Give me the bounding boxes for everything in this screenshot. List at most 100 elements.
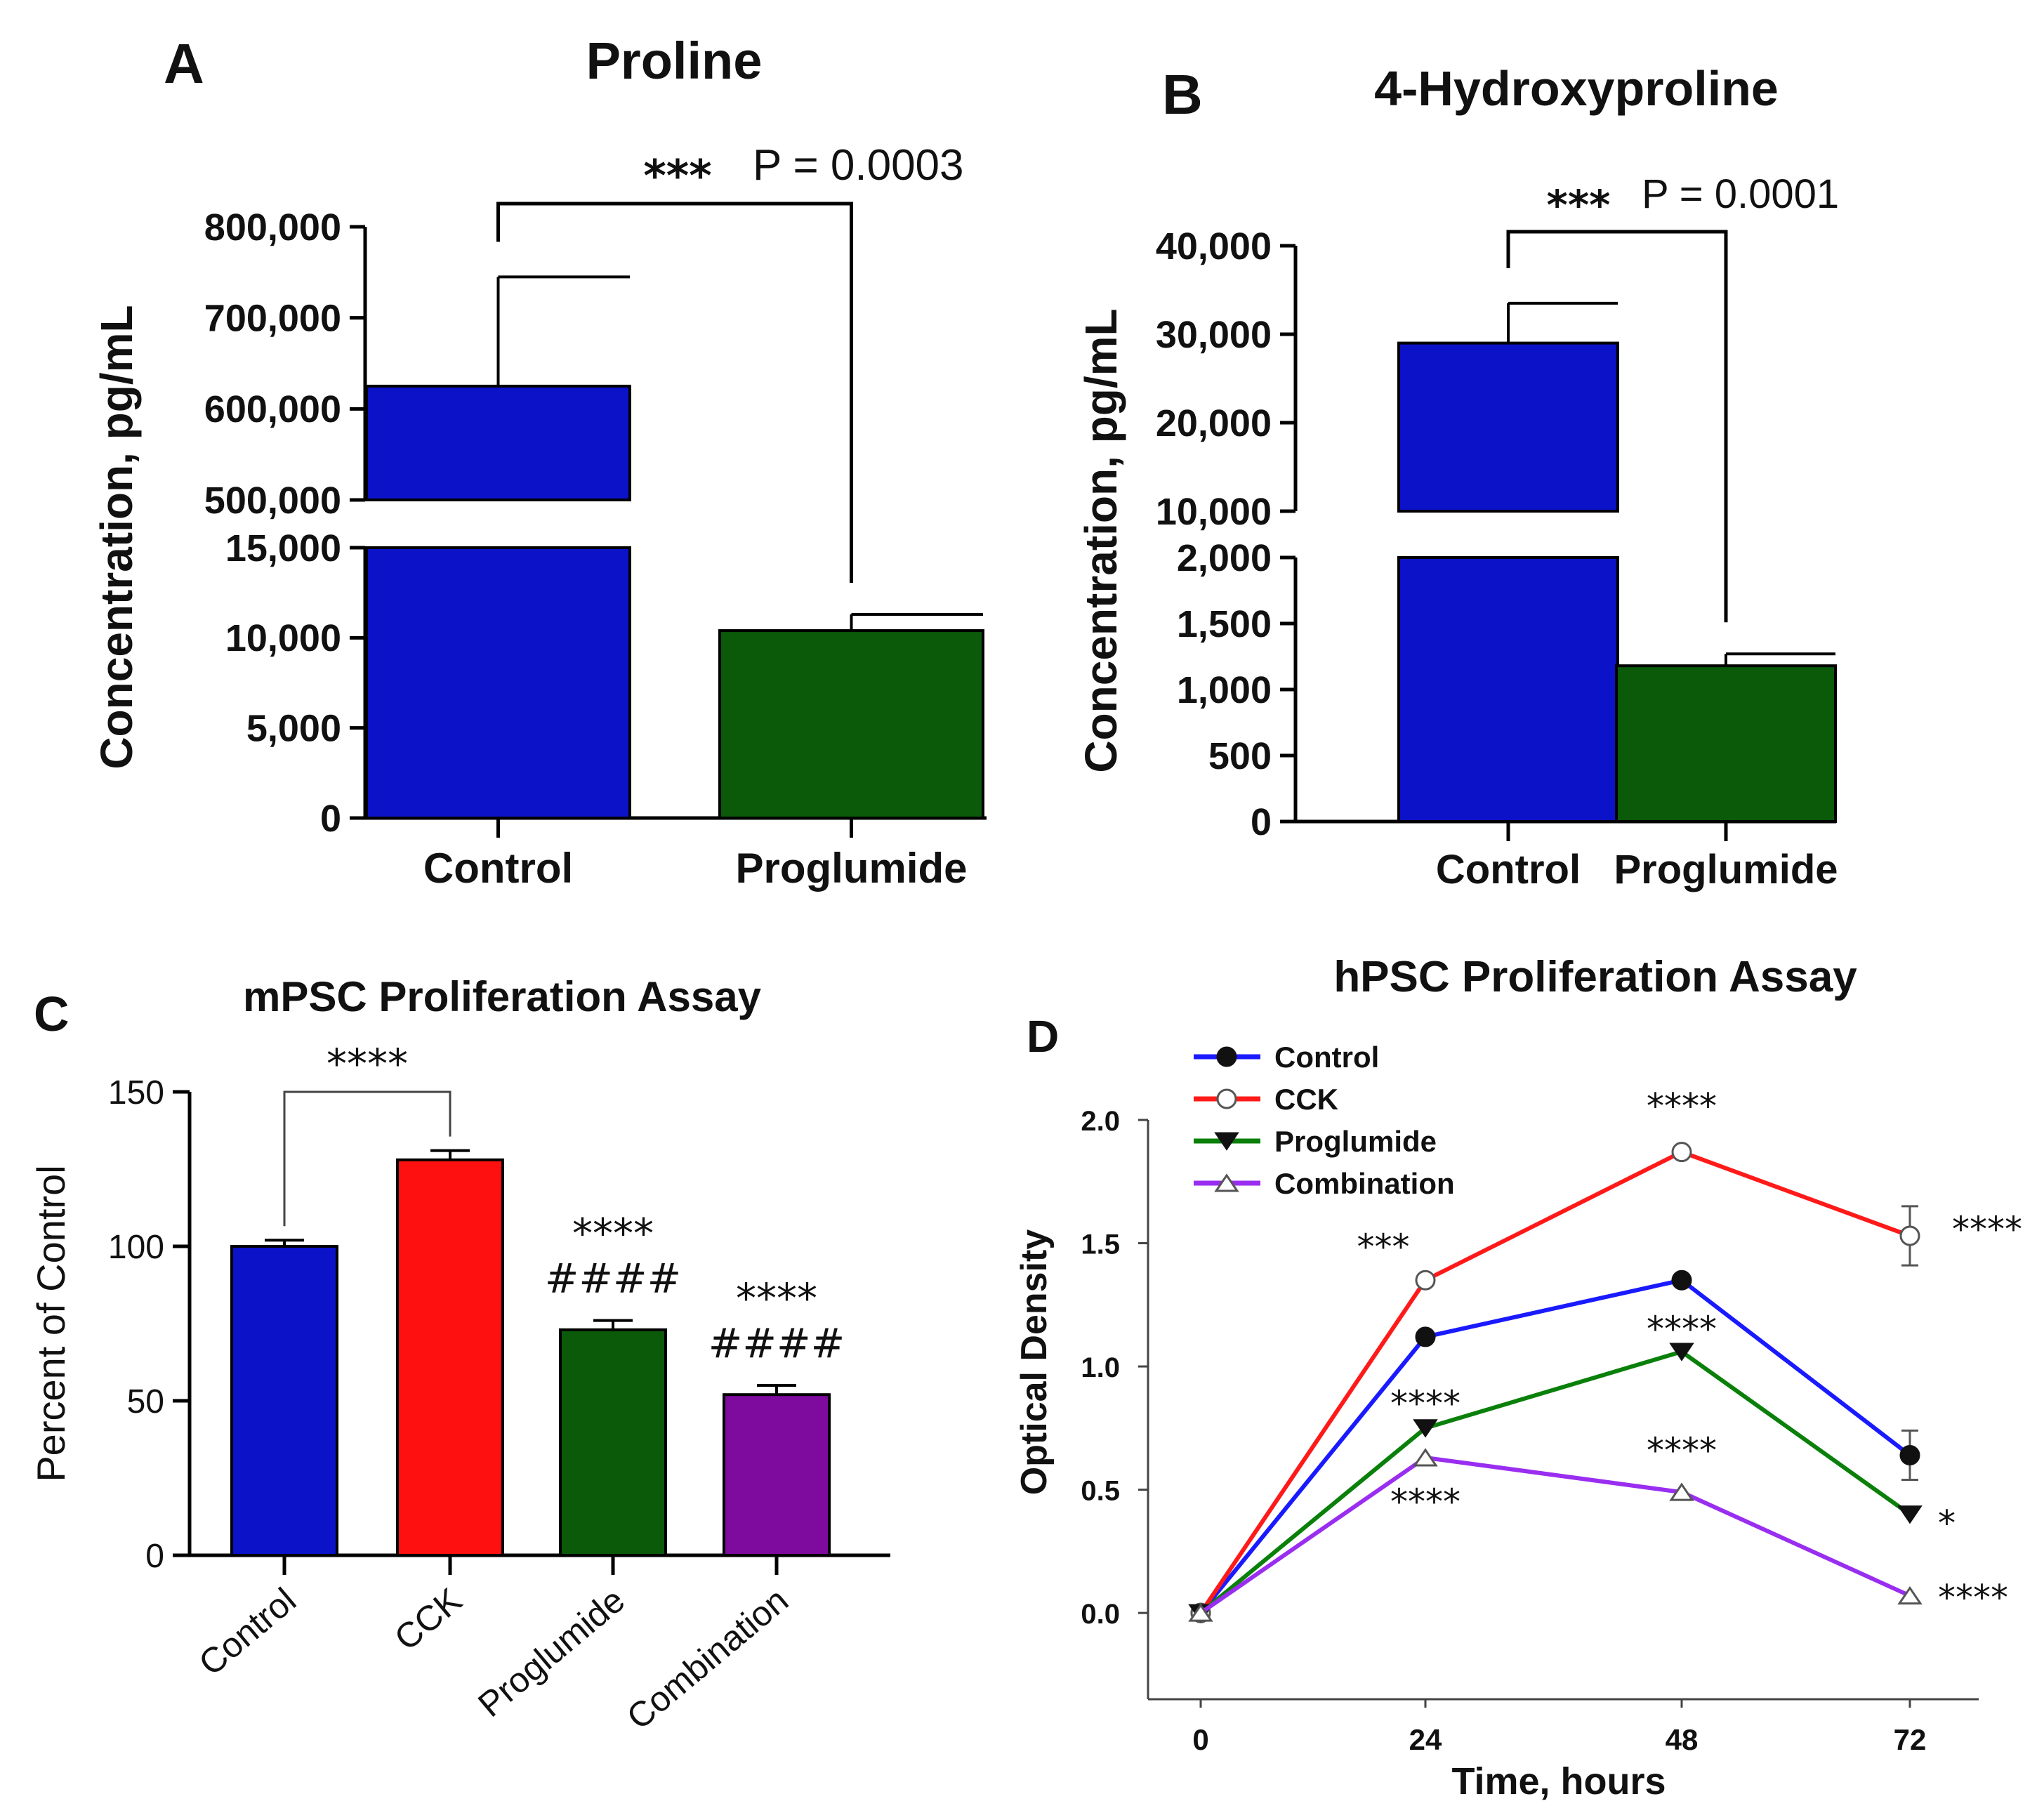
- y-tick-label: 600,000: [204, 388, 341, 430]
- x-tick-label: Control: [423, 845, 573, 892]
- legend-marker-cck: [1216, 1088, 1237, 1109]
- series-line-combination: [1199, 1455, 1911, 1615]
- significance-label: ####: [708, 1319, 845, 1367]
- x-tick-label: Combination: [619, 1581, 796, 1737]
- significance-label: ****: [736, 1274, 817, 1322]
- y-tick-label: 50: [127, 1383, 164, 1420]
- significance-label: ****: [572, 1210, 654, 1258]
- plot-area-d: 0.00.51.01.52.00 24 48 72******* ***********…: [1081, 1041, 2022, 1756]
- y-tick-label: 500,000: [204, 480, 341, 522]
- data-point-combination: [1413, 1448, 1438, 1467]
- panel-b-hydroxyproline-chart: B 4-Hydroxyproline Concentration, pg/mL …: [1076, 61, 1839, 892]
- legend-marker-combination: [1214, 1173, 1239, 1192]
- y-tick-label: 1,500: [1177, 603, 1272, 645]
- bar-combination: [723, 1393, 831, 1557]
- bar-control-lower: [1397, 556, 1619, 823]
- data-point-control: [1899, 1444, 1920, 1465]
- y-tick-label: 1,000: [1177, 669, 1272, 711]
- y-axis-label-d: Optical Density: [1014, 1229, 1055, 1496]
- x-tick-label: CCK: [387, 1581, 469, 1659]
- legend-label-cck: CCK: [1274, 1083, 1338, 1116]
- x-tick-label: Proglumide: [735, 845, 967, 892]
- bar-control-upper: [1397, 341, 1619, 513]
- y-tick-label: 0.5: [1081, 1476, 1120, 1507]
- series-line-proglumide: [1199, 1349, 1911, 1615]
- y-tick-label: 15,000: [225, 527, 341, 569]
- panel-c-mpsc-chart: C mPSC Proliferation Assay Percent of Co…: [29, 973, 890, 1737]
- x-tick-label: Control: [192, 1581, 303, 1684]
- significance-bracket: [1506, 230, 1728, 623]
- series-line-control: [1199, 1277, 1911, 1615]
- y-axis-label-b: Concentration, pg/mL: [1076, 308, 1126, 772]
- chart-title-d: hPSC Proliferation Assay: [1333, 953, 1857, 1001]
- data-point-proglumide: [1897, 1505, 1923, 1524]
- bar-control: [230, 1245, 338, 1557]
- y-tick-label: 150: [108, 1074, 164, 1112]
- data-point-cck: [1415, 1270, 1436, 1291]
- significance-label: ####: [545, 1255, 681, 1303]
- significance-bracket: [496, 202, 853, 583]
- significance-annotation: ****: [1647, 1430, 1717, 1471]
- bar-control-upper: [365, 384, 631, 502]
- y-tick-label: 20,000: [1156, 402, 1272, 444]
- chart-title-c: mPSC Proliferation Assay: [243, 973, 762, 1020]
- y-tick-label: 500: [1208, 735, 1272, 777]
- panel-label-d: D: [1027, 1011, 1059, 1062]
- significance-annotation: ****: [1938, 1578, 2008, 1618]
- bar-proglumide: [718, 629, 984, 819]
- series-line-cck: [1199, 1149, 1911, 1614]
- x-axis-label-d: Time, hours: [1451, 1760, 1666, 1802]
- significance-stars: ****: [327, 1040, 408, 1088]
- significance-annotation: ****: [1647, 1309, 1717, 1350]
- significance-annotation: ****: [1390, 1482, 1461, 1522]
- y-tick-label: 0: [145, 1538, 164, 1575]
- y-tick-label: 10,000: [225, 617, 341, 659]
- chart-title-a: Proline: [586, 32, 763, 90]
- data-point-combination: [1897, 1585, 1923, 1605]
- y-tick-label: 30,000: [1156, 314, 1272, 356]
- data-point-proglumide: [1669, 1343, 1694, 1361]
- legend-label-combination: Combination: [1274, 1167, 1455, 1200]
- legend-label-proglumide: Proglumide: [1274, 1125, 1437, 1158]
- panel-label-a: A: [164, 32, 204, 95]
- y-tick-label: 100: [108, 1229, 164, 1266]
- data-point-proglumide: [1413, 1419, 1438, 1438]
- y-tick-label: 800,000: [204, 206, 341, 249]
- y-tick-label: 1.5: [1081, 1229, 1120, 1260]
- data-point-cck: [1899, 1225, 1920, 1246]
- y-tick-label: 0: [1251, 801, 1272, 843]
- p-value-label: P = 0.0001: [1642, 171, 1839, 217]
- significance-stars: ***: [643, 150, 711, 202]
- y-tick-label: 2.0: [1081, 1106, 1120, 1137]
- x-tick-label: 24: [1409, 1723, 1442, 1756]
- p-value-label: P = 0.0003: [753, 141, 964, 190]
- y-tick-label: 1.0: [1081, 1352, 1120, 1383]
- bar-proglumide: [559, 1328, 667, 1557]
- significance-annotation: ****: [1390, 1383, 1461, 1424]
- x-tick-label: Control: [1436, 847, 1581, 892]
- y-tick-label: 5,000: [246, 708, 341, 750]
- legend-marker-control: [1216, 1046, 1237, 1067]
- y-tick-label: 700,000: [204, 298, 341, 340]
- significance-annotation: ***: [1357, 1227, 1410, 1267]
- bar-control-lower: [365, 546, 631, 819]
- significance-bracket: [283, 1090, 451, 1227]
- significance-annotation: ****: [1952, 1209, 2022, 1250]
- y-axis-label-c: Percent of Control: [29, 1165, 73, 1482]
- data-point-control: [1671, 1270, 1692, 1291]
- panel-a-proline-chart: A Proline Concentration, pg/mL 0 5,000 10,…: [91, 32, 987, 892]
- significance-stars: ***: [1547, 181, 1611, 229]
- x-tick-label: 0: [1192, 1723, 1208, 1756]
- legend-label-control: Control: [1274, 1041, 1379, 1074]
- y-axis-label-a: Concentration, pg/mL: [91, 305, 142, 769]
- legend-marker-proglumide: [1214, 1132, 1239, 1151]
- x-tick-label: 72: [1894, 1723, 1927, 1756]
- significance-annotation: *: [1938, 1503, 1956, 1544]
- chart-title-b: 4-Hydroxyproline: [1374, 61, 1779, 116]
- significance-annotation: ****: [1647, 1086, 1717, 1127]
- y-tick-label: 2,000: [1177, 537, 1272, 579]
- x-tick-label: Proglumide: [470, 1581, 632, 1725]
- data-point-combination: [1669, 1482, 1694, 1501]
